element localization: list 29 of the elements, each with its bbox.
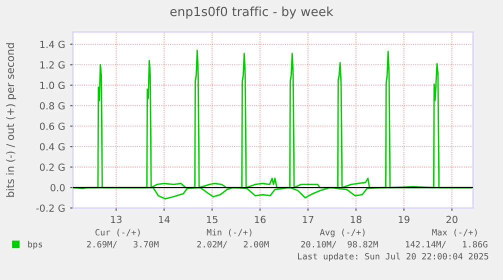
x-tick-label: 17 — [302, 216, 314, 224]
text: 20.10M/ 98.82M — [301, 241, 378, 248]
x-tick-label: 15 — [206, 216, 218, 224]
y-tick-label: 0.2 G — [40, 164, 65, 171]
x-tick-label: 18 — [350, 216, 362, 224]
legend-label: bps — [28, 240, 42, 250]
x-tick-label: 20 — [446, 216, 458, 224]
y-tick-label: -0.2 G — [36, 204, 65, 212]
text: Cur (-/+) — [95, 228, 140, 237]
text: Avg (-/+) — [320, 228, 365, 238]
text: 2.69M/ 3.70M — [87, 241, 159, 248]
text: Max (-/+) — [432, 228, 477, 237]
x-tick-label: 13 — [111, 216, 122, 224]
y-axis-title: bits in (-) / out (+) per second — [6, 43, 16, 197]
text: Min (-/+) — [206, 228, 252, 237]
x-tick-label: 19 — [398, 216, 410, 224]
y-tick-label: 0.4 G — [40, 143, 65, 150]
y-tick-label: 0.6 G — [40, 122, 65, 130]
y-tick-label: 0.0 — [50, 184, 65, 192]
text: 2.02M/ 2.00M — [197, 241, 269, 248]
y-tick-label: 1.4 G — [40, 40, 65, 48]
chart-title: enp1s0f0 traffic - by week — [170, 6, 334, 19]
text: 142.14M/ 1.86G — [406, 241, 488, 248]
y-tick-label: 1.2 G — [40, 61, 65, 69]
x-tick-label: 14 — [159, 216, 170, 224]
x-tick-label: 16 — [254, 216, 266, 224]
y-tick-label: 0.8 G — [40, 102, 65, 110]
y-tick-label: 1.0 G — [40, 82, 65, 90]
text: Last update: Sun Jul 20 22:00:04 2025 — [298, 252, 488, 262]
